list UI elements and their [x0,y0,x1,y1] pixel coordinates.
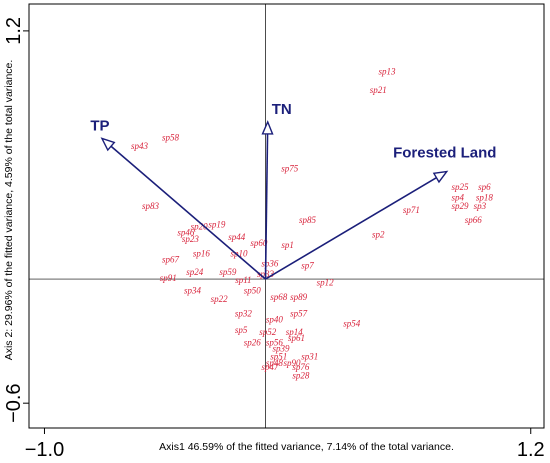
species-point: sp20 [191,221,209,231]
species-point: sp26 [244,337,262,347]
species-point: sp59 [219,267,237,277]
species-point: sp14 [286,327,304,337]
species-point: sp75 [281,164,299,174]
species-point: sp47 [261,362,279,372]
species-point: sp24 [186,267,204,277]
species-point: sp28 [292,370,310,380]
x-axis-label: Axis1 46.59% of the fitted variance, 7.1… [159,441,454,453]
environment-vectors: TP TN Forested Land [90,101,496,280]
species-point: sp22 [211,294,229,304]
species-point: sp89 [290,292,308,302]
species-point: sp7 [301,261,314,271]
species-point: sp83 [142,201,160,211]
species-point: sp54 [343,319,361,329]
species-point: sp13 [379,66,397,76]
species-point: sp61 [288,333,305,343]
species-point: sp52 [259,327,277,337]
y-axis-ticks: 1.2 −0.6 [3,17,29,423]
species-point: sp16 [193,248,211,258]
species-point: sp12 [317,277,335,287]
species-points: sp13 sp21 sp58 sp43 sp75 sp25 sp6 sp4 sp18 sp29 sp… [131,66,493,380]
x-tick-label: 1.2 [517,439,545,461]
species-point: sp48 [266,358,284,368]
species-point: sp39 [272,343,290,353]
vector-arrowhead [261,120,274,135]
y-tick-label: 1.2 [3,17,25,45]
species-point: sp29 [452,201,470,211]
species-point: sp36 [261,259,279,269]
vector-label: TP [90,117,109,134]
species-point: sp71 [403,205,420,215]
x-tick-label: −1.0 [25,439,64,461]
vector-label: TN [272,101,292,118]
species-point: sp6 [478,182,491,192]
species-point: sp11 [235,275,251,285]
species-point: sp91 [160,273,177,283]
species-point: sp57 [290,308,308,318]
species-point: sp58 [162,133,180,143]
species-point: sp68 [270,292,288,302]
vector-arrowhead [100,137,116,152]
species-point: sp40 [266,315,284,325]
species-point: sp43 [131,141,149,151]
species-point: sp56 [266,337,284,347]
y-axis-label: Axis 2: 29.96% of the fitted variance, 4… [3,60,15,361]
species-point: sp51 [270,352,287,362]
species-point: sp19 [208,219,226,229]
vector-arrowhead [432,170,449,184]
species-point: sp46 [177,228,195,238]
species-point: sp25 [452,182,470,192]
species-point: sp2 [372,230,385,240]
species-point: sp76 [292,362,310,372]
species-point: sp67 [162,255,180,265]
species-point: sp31 [301,352,318,362]
species-point: sp50 [244,286,262,296]
species-point: sp18 [476,192,494,202]
species-point: sp66 [465,215,483,225]
x-axis-ticks: −1.0 1.2 [25,428,545,461]
vector-line [265,176,437,280]
species-point: sp1 [281,240,294,250]
plot-frame [28,3,545,429]
species-point: sp21 [370,85,387,95]
species-point: sp44 [228,232,246,242]
vector-label: Forested Land [393,145,496,162]
species-point: sp5 [235,325,248,335]
species-point: sp4 [452,192,465,202]
vector-line [110,145,267,280]
species-point: sp90 [284,358,302,368]
species-point: sp10 [230,248,248,258]
y-tick-label: −0.6 [3,383,25,422]
vector-line [264,133,269,280]
species-point: sp3 [474,201,487,211]
species-point: sp60 [250,238,268,248]
species-point: sp34 [184,286,202,296]
species-point: sp23 [182,234,200,244]
species-point: sp85 [299,215,317,225]
species-point: sp32 [235,308,253,318]
